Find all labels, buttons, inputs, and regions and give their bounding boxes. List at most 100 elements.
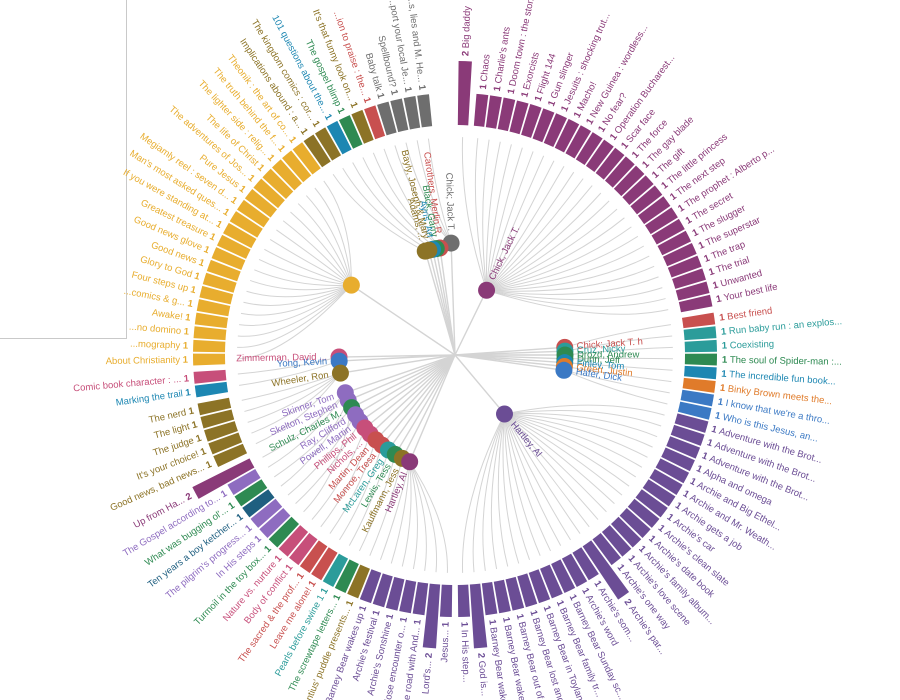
link-curve [486,171,575,291]
book-label-26: 1 Best friend [719,305,773,323]
link-curve [482,413,505,571]
book-count: 1 [335,106,348,116]
book-count: 1 [306,578,319,589]
spoke-line [339,354,456,362]
link-curve [486,147,523,291]
book-count: 1 [229,194,240,206]
bar-76 [242,489,275,518]
bar-109 [338,115,363,149]
book-count: 1 [477,81,489,90]
bar-11 [585,139,614,173]
book-count: 2 [460,48,471,56]
bar-104 [282,150,312,183]
links-group [237,137,673,573]
bar-87 [193,353,226,366]
link-curve [504,413,630,487]
book-count: 1 [706,437,717,450]
link-curve [239,284,352,326]
book-title: The soul of Spider-man :... [730,354,842,367]
link-curve [401,461,412,567]
bar-38 [655,458,690,484]
bar-110 [351,109,374,144]
book-count: 1 [188,405,196,417]
bar-44 [610,516,642,548]
bar-0 [457,61,472,126]
book-title: In His step... [459,630,472,683]
bar-66 [347,564,370,599]
link-curve [472,413,505,573]
link-curve [282,220,352,286]
link-curve [332,173,426,252]
book-count: 1 [717,396,727,408]
book-count: 1 [183,373,190,384]
book-count: 1 [348,100,360,110]
link-curve [502,413,520,564]
book-count: 1 [528,609,541,620]
bar-78 [227,468,261,496]
bar-41 [635,489,668,518]
bar-92 [199,285,234,305]
book-count: 1 [702,251,713,264]
author-label-8: Chick; Jack T. h [576,336,643,352]
bar-100 [244,189,278,218]
book-count: 1 [721,368,730,380]
book-count: 2 [423,652,434,658]
book-count: 2 [184,491,194,503]
bar-80 [213,443,248,467]
link-curve [504,409,662,427]
bar-33 [677,401,712,420]
bar-18 [645,207,678,235]
link-curve [358,454,396,552]
bar-114 [403,96,421,130]
book-count: 1 [183,340,189,351]
link-curve [427,138,452,244]
bar-59 [439,584,453,617]
link-curve [486,178,584,291]
book-title: ...no domino [129,321,185,337]
link-curve [390,461,411,564]
book-count: 1 [272,552,284,564]
bar-9 [565,125,592,159]
book-count: 1 [697,238,709,251]
link-curve [243,284,352,306]
bar-14 [613,165,645,197]
bar-105 [292,142,321,175]
link-curve [482,139,490,291]
link-curve [379,461,411,561]
link-curve [486,255,650,291]
bar-57 [469,583,488,649]
book-count: 1 [294,570,306,581]
link-curve [329,439,377,534]
bar-67 [334,559,359,594]
link-curve [409,461,427,571]
bar-27 [683,326,717,341]
book-count: 1 [719,382,728,394]
bar-111 [364,105,386,140]
bar-61 [412,581,429,616]
spoke-line [394,354,456,455]
book-count: 1 [514,613,527,623]
book-label-29: 1 The soul of Spider-man :... [722,354,842,367]
link-curve [394,145,452,244]
link-curve [503,413,541,556]
link-curve [239,360,340,386]
link-curve [241,372,341,401]
bar-73 [268,516,300,548]
link-curve [295,421,361,505]
bar-21 [662,243,697,267]
book-label-59: Jesus... 1 [439,621,451,663]
book-count: 1 [554,599,567,611]
bar-83 [200,409,235,429]
bar-29 [684,353,718,366]
book-title: God is... [476,660,490,696]
book-count: 1 [221,206,232,219]
link-curve [237,284,352,337]
book-count: 1 [194,432,203,444]
bar-64 [372,573,393,608]
spoke-line [355,354,456,416]
book-title: Coexisting [730,338,775,351]
link-curve [504,413,643,468]
book-count: 1 [384,612,396,620]
book-count: 1 [246,172,258,184]
link-curve [486,289,666,307]
